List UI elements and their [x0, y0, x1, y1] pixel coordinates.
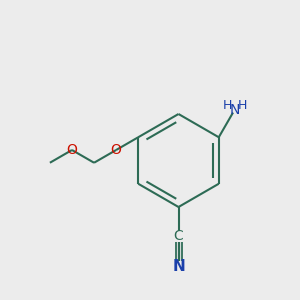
- Text: N: N: [230, 103, 240, 117]
- Text: O: O: [67, 143, 77, 157]
- Text: H: H: [237, 99, 247, 112]
- Text: N: N: [172, 259, 185, 274]
- Text: H: H: [223, 99, 232, 112]
- Text: C: C: [174, 230, 183, 243]
- Text: O: O: [111, 143, 122, 157]
